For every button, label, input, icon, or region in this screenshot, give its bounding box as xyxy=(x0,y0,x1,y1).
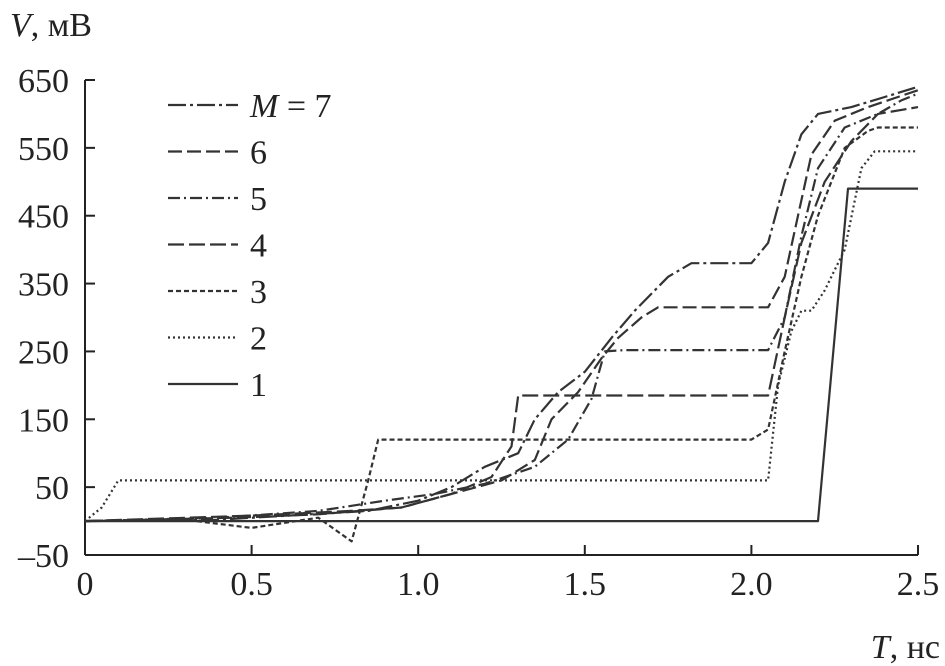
y-tick-label: 550 xyxy=(18,131,69,168)
x-tick-label: 0 xyxy=(77,566,94,603)
series-line-m4 xyxy=(84,106,919,523)
x-tick-label: 2.0 xyxy=(730,566,773,603)
series-line-m3 xyxy=(84,126,918,543)
series-line-m5 xyxy=(84,92,919,523)
x-axis-title-unit: , нс xyxy=(890,629,940,666)
series-line-m2 xyxy=(84,150,918,522)
plot-series xyxy=(84,85,919,543)
x-tick-label: 1.0 xyxy=(397,566,440,603)
y-axis-title: V, мВ xyxy=(10,7,92,44)
legend: M = 7 6 5 4 3 2 1 xyxy=(168,88,332,404)
svg-text:V, мВ: V, мВ xyxy=(10,7,92,44)
legend-label-m7: M = 7 xyxy=(249,88,332,125)
legend-label-m2: 2 xyxy=(250,321,267,358)
legend-label-m4: 4 xyxy=(250,228,267,265)
legend-label-m1: 1 xyxy=(250,367,267,404)
series-line-m1 xyxy=(85,187,918,523)
y-tick-label: –50 xyxy=(17,538,69,575)
x-ticks: 0 0.5 1.0 1.5 2.0 2.5 xyxy=(77,545,940,603)
svg-text:T, нс: T, нс xyxy=(871,629,940,666)
x-tick-label: 0.5 xyxy=(230,566,273,603)
series-line-m7 xyxy=(84,85,919,523)
x-axis-title: T, нс xyxy=(871,629,940,666)
x-tick-label: 1.5 xyxy=(564,566,607,603)
x-axis-title-var: T xyxy=(871,629,892,666)
y-tick-label: 250 xyxy=(18,334,69,371)
y-tick-label: 50 xyxy=(35,470,69,507)
legend-label-m5: 5 xyxy=(250,181,267,218)
y-tick-label: 450 xyxy=(18,199,69,236)
y-tick-label: 150 xyxy=(18,402,69,439)
y-tick-label: 650 xyxy=(18,63,69,100)
y-axis-title-unit: , мВ xyxy=(31,7,92,44)
y-tick-label: 350 xyxy=(18,267,69,304)
legend-label-m6: 6 xyxy=(250,135,267,172)
legend-label-m3: 3 xyxy=(250,274,267,311)
x-tick-label: 2.5 xyxy=(897,566,940,603)
y-ticks: –50 50 150 250 350 450 550 650 xyxy=(17,63,95,575)
